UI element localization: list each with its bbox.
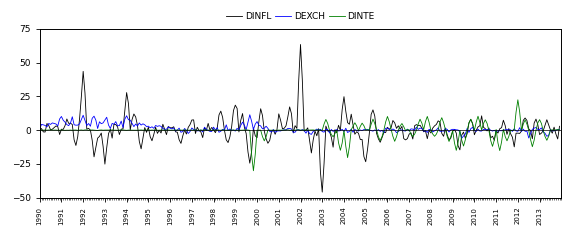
Legend: DINFL, DEXCH, DINTE: DINFL, DEXCH, DINTE	[222, 8, 379, 24]
DEXCH	[476, 130, 483, 133]
DINFL	[36, 129, 43, 132]
Line: DINTE: DINTE	[40, 100, 560, 171]
DEXCH	[485, 127, 492, 130]
DINFL	[319, 191, 325, 194]
DINTE	[513, 111, 519, 114]
DINTE	[496, 149, 503, 152]
DINFL	[82, 91, 88, 94]
DINFL	[514, 132, 521, 134]
DEXCH	[498, 129, 505, 132]
DEXCH	[514, 130, 521, 133]
DEXCH	[458, 137, 465, 140]
Line: DEXCH: DEXCH	[40, 115, 560, 138]
DINTE	[475, 115, 481, 118]
DINFL	[476, 124, 483, 127]
Line: DINFL: DINFL	[40, 45, 560, 192]
DINTE	[250, 169, 257, 172]
DINFL	[556, 125, 563, 128]
DINTE	[514, 98, 521, 101]
DINTE	[82, 128, 88, 131]
DINTE	[36, 129, 43, 132]
DEXCH	[301, 129, 307, 132]
DINFL	[498, 126, 505, 129]
DINFL	[485, 127, 492, 129]
DINTE	[301, 129, 307, 132]
DEXCH	[247, 113, 253, 116]
DEXCH	[556, 128, 563, 131]
DINFL	[297, 43, 304, 46]
DINTE	[484, 122, 490, 125]
DEXCH	[36, 127, 43, 130]
DINFL	[301, 130, 307, 133]
DINTE	[556, 128, 563, 131]
DEXCH	[82, 119, 88, 122]
